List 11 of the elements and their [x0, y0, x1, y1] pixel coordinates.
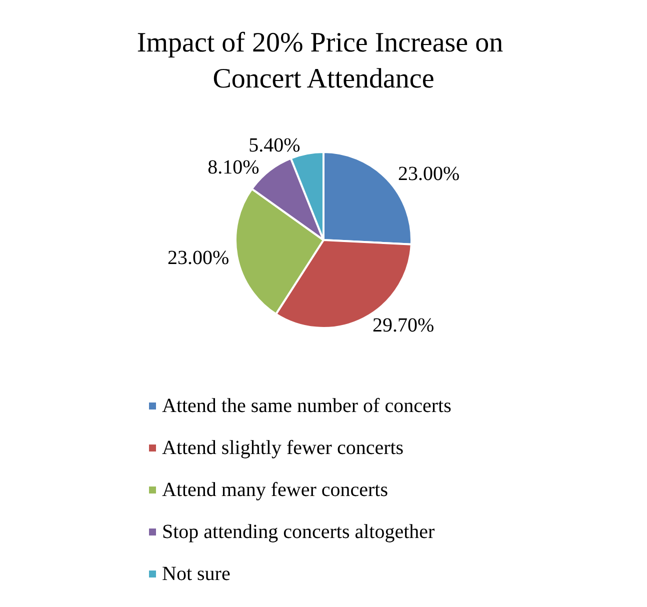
legend-label: Stop attending concerts altogether [162, 521, 436, 543]
legend-label: Attend the same number of concerts [162, 395, 452, 417]
legend-label: Attend slightly fewer concerts [162, 437, 404, 459]
data-label: 8.10% [208, 156, 260, 179]
legend-label: Attend many fewer concerts [162, 479, 388, 501]
data-label: 23.00% [168, 247, 230, 270]
data-label: 29.70% [372, 314, 434, 336]
data-label: 5.40% [248, 134, 300, 157]
legend-label: Not sure [162, 563, 230, 585]
chart-title: Impact of 20% Price Increase on Concert Attendance [136, 28, 510, 94]
data-label: 23.00% [398, 162, 460, 185]
